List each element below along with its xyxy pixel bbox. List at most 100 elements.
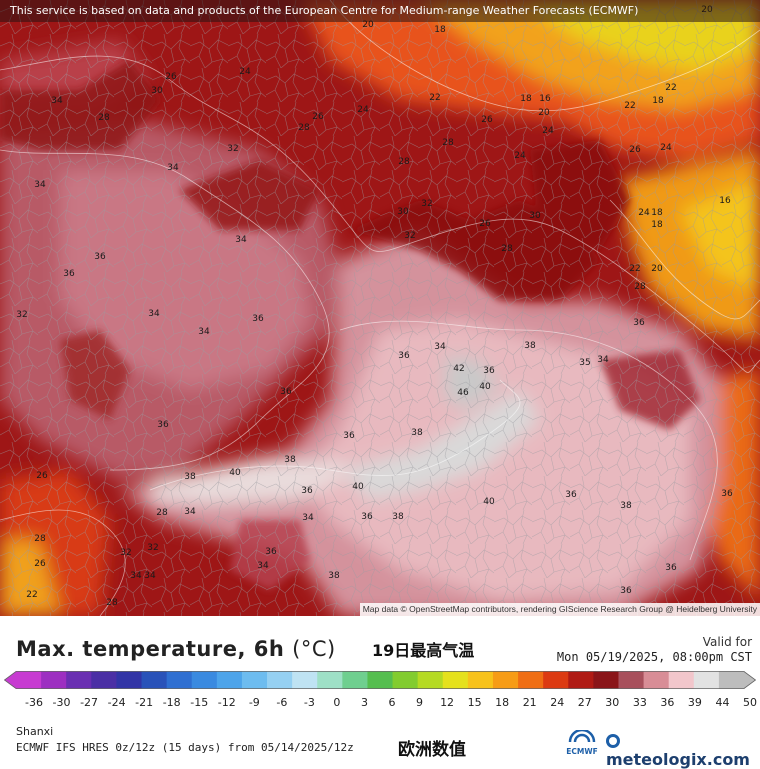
colorbar-swatch bbox=[216, 671, 243, 689]
isotherm-label: 36 bbox=[398, 351, 410, 361]
isotherm-label: 18 bbox=[651, 208, 663, 218]
colorbar-swatch bbox=[317, 671, 343, 689]
colorbar-tick-label: 6 bbox=[388, 696, 396, 709]
isotherm-label: 22 bbox=[624, 101, 635, 111]
meteologix-dot-icon bbox=[606, 734, 620, 748]
isotherm-label: 30 bbox=[397, 207, 409, 217]
map-attribution[interactable]: Map data © OpenStreetMap contributors, r… bbox=[359, 603, 760, 616]
colorbar-tick-label: 0 bbox=[333, 696, 341, 709]
colorbar-swatch bbox=[417, 671, 444, 689]
isotherm-label: 22 bbox=[429, 93, 440, 103]
ecmwf-logo-icon[interactable]: ECMWF bbox=[562, 730, 602, 756]
isotherm-label: 38 bbox=[411, 428, 423, 438]
forecast-map[interactable]: 3434262420182022181620221822283026282426… bbox=[0, 0, 760, 616]
isotherm-label: 26 bbox=[481, 115, 493, 125]
isotherm-label: 22 bbox=[26, 590, 37, 600]
isotherm-label: 32 bbox=[147, 543, 158, 553]
colorbar-swatch bbox=[618, 671, 645, 689]
colorbar-tick-label: 33 bbox=[632, 696, 647, 709]
isotherm-label: 36 bbox=[280, 387, 292, 397]
isotherm-label: 28 bbox=[634, 282, 646, 292]
region-name[interactable]: Shanxi bbox=[16, 725, 54, 738]
isotherm-label: 36 bbox=[252, 314, 264, 324]
isotherm-label: 18 bbox=[434, 25, 446, 35]
colorbar-swatch bbox=[543, 671, 569, 689]
colorbar-swatch bbox=[91, 671, 118, 689]
colorbar-tick-label: 15 bbox=[467, 696, 482, 709]
colorbar-tick-label: -12 bbox=[217, 696, 236, 709]
isotherm-label: 28 bbox=[442, 138, 454, 148]
isotherm-label: 34 bbox=[148, 309, 160, 319]
isotherm-label: 26 bbox=[479, 219, 491, 229]
isotherm-label: 36 bbox=[633, 318, 645, 328]
isotherm-label: 38 bbox=[328, 571, 340, 581]
isotherm-label: 36 bbox=[94, 252, 106, 262]
isotherm-label: 28 bbox=[98, 113, 110, 123]
colorbar-swatch bbox=[191, 671, 218, 689]
source-chinese: 欧洲数值 bbox=[398, 740, 466, 760]
isotherm-label: 34 bbox=[144, 571, 156, 581]
isotherm-label: 36 bbox=[343, 431, 355, 441]
chart-title: Max. temperature, 6h (°C) bbox=[16, 637, 336, 661]
colorbar-tick-label: -27 bbox=[80, 696, 99, 709]
isotherm-label: 36 bbox=[265, 547, 277, 557]
isotherm-label: 24 bbox=[239, 67, 251, 77]
title-chinese: 19日最高气温 bbox=[372, 641, 475, 660]
colorbar-swatch bbox=[66, 671, 92, 689]
colorbar-tick-label: 3 bbox=[360, 696, 368, 709]
isotherm-label: 32 bbox=[404, 231, 415, 241]
isotherm-label: 26 bbox=[629, 145, 641, 155]
model-info[interactable]: ECMWF IFS HRES 0z/12z (15 days) from 05/… bbox=[16, 741, 354, 754]
colorbar-tick-label: 39 bbox=[687, 696, 702, 709]
isotherm-label: 34 bbox=[198, 327, 210, 337]
colorbar-swatch bbox=[693, 671, 720, 689]
colorbar-swatch bbox=[593, 671, 620, 689]
colorbar-tick-label: -9 bbox=[248, 696, 260, 709]
isotherm-label: 34 bbox=[130, 571, 142, 581]
isotherm-label: 38 bbox=[620, 501, 632, 511]
isotherm-label: 32 bbox=[421, 199, 432, 209]
isotherm-label: 40 bbox=[483, 497, 495, 507]
colorbar-tick-label: 44 bbox=[715, 696, 730, 709]
colorbar-tick-label: -21 bbox=[135, 696, 154, 709]
base-fill bbox=[0, 0, 760, 616]
colorbar-swatch bbox=[41, 671, 67, 689]
meteologix-logo[interactable]: meteologix.com bbox=[606, 731, 760, 769]
colorbar-tick-label: 50 bbox=[743, 696, 757, 709]
valid-date[interactable]: Mon 05/19/2025, 08:00pm CST bbox=[556, 650, 752, 664]
isotherm-label: 20 bbox=[538, 108, 550, 118]
isotherm-label: 34 bbox=[235, 235, 247, 245]
isotherm-label: 32 bbox=[16, 310, 27, 320]
colorbar-tick-label: 30 bbox=[605, 696, 620, 709]
isotherm-label: 34 bbox=[34, 180, 46, 190]
colorbar-swatch bbox=[141, 671, 168, 689]
isotherm-label: 36 bbox=[63, 269, 75, 279]
isotherm-label: 24 bbox=[542, 126, 554, 136]
colorbar-swatch bbox=[518, 671, 544, 689]
isotherm-label: 16 bbox=[719, 196, 731, 206]
isotherm-label: 28 bbox=[34, 534, 46, 544]
isotherm-label: 22 bbox=[665, 83, 676, 93]
colorbar-swatch bbox=[568, 671, 594, 689]
colorbar-tick-label: 18 bbox=[495, 696, 510, 709]
isotherm-label: 24 bbox=[514, 151, 526, 161]
isotherm-label: 34 bbox=[257, 561, 269, 571]
isotherm-label: 35 bbox=[579, 358, 590, 368]
isotherm-label: 46 bbox=[457, 388, 469, 398]
colorbar-tick-label: -36 bbox=[25, 696, 43, 709]
isotherm-label: 36 bbox=[361, 512, 373, 522]
ecmwf-notice: This service is based on data and produc… bbox=[0, 0, 760, 22]
colorbar-tick-label: -30 bbox=[52, 696, 71, 709]
isotherm-label: 16 bbox=[539, 94, 551, 104]
isotherm-label: 24 bbox=[638, 208, 650, 218]
colorbar-tick-label: -15 bbox=[190, 696, 209, 709]
isotherm-label: 36 bbox=[721, 489, 733, 499]
colorbar-tick-label: -18 bbox=[162, 696, 181, 709]
isotherm-label: 28 bbox=[298, 123, 310, 133]
colorbar-swatch bbox=[718, 671, 745, 689]
isotherm-label: 18 bbox=[520, 94, 532, 104]
isotherm-label: 36 bbox=[665, 563, 677, 573]
isotherm-label: 28 bbox=[156, 508, 168, 518]
isotherm-label: 26 bbox=[165, 72, 177, 82]
colorbar-swatch bbox=[241, 671, 268, 689]
